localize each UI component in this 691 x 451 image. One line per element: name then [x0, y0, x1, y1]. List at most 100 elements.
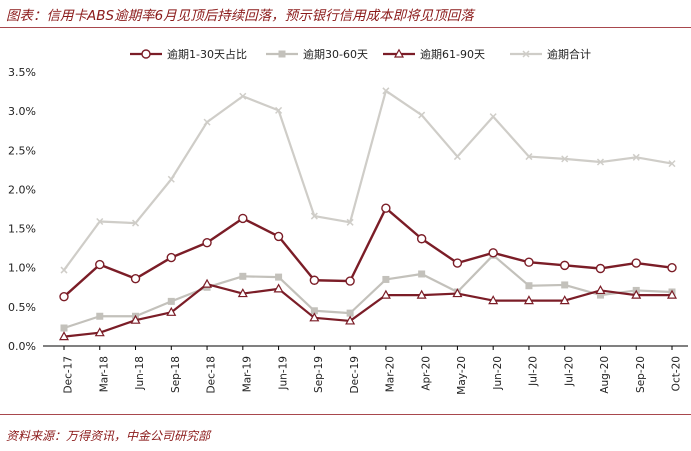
y-tick-label: 1.5% — [8, 223, 36, 236]
line-chart: 逾期1-30天占比 逾期30-60天 逾期61-90天 逾期合计 0.0% 0.5% 1.… — [8, 47, 688, 395]
data-point — [525, 153, 533, 161]
data-point — [382, 87, 390, 95]
x-tick-label: Dec-18 — [206, 356, 218, 393]
x-tick-label: Dec-17 — [63, 356, 75, 393]
data-point — [596, 158, 605, 166]
data-point — [275, 273, 283, 281]
legend-item: 逾期合计 — [510, 47, 591, 61]
series-line — [63, 207, 673, 298]
x-tick-label: Sep-18 — [170, 356, 182, 393]
chart-title: 图表：信用卡ABS逾期率6月见顶后持续回落，预示银行信用成本即将见顶回落 — [6, 8, 474, 24]
series-2 — [60, 251, 676, 332]
data-point — [452, 288, 463, 298]
legend-item: 逾期1-30天占比 — [130, 47, 247, 61]
data-point — [667, 263, 677, 273]
x-tick-label: Aug-20 — [599, 356, 611, 394]
series-line — [63, 283, 672, 338]
legend-label: 逾期30-60天 — [303, 47, 368, 61]
data-point — [666, 289, 678, 299]
data-point — [559, 295, 570, 305]
x-tick-label: Jun-18 — [134, 356, 146, 391]
x-tick-label: May-20 — [456, 356, 468, 395]
series-line — [63, 254, 673, 330]
data-point — [418, 111, 426, 119]
x-tick-label: Jul-20 — [563, 356, 575, 387]
data-point — [631, 258, 641, 268]
data-point — [131, 219, 140, 227]
legend-label: 逾期61-90天 — [420, 47, 485, 61]
data-point — [94, 327, 105, 337]
data-point — [239, 272, 247, 280]
data-point — [525, 282, 533, 290]
data-point — [273, 283, 284, 293]
legend-label: 逾期合计 — [547, 47, 591, 61]
series-3 — [58, 278, 678, 341]
y-tick-label: 1.0% — [8, 262, 36, 275]
legend-label: 逾期1-30天占比 — [167, 47, 247, 61]
data-point — [416, 234, 427, 244]
legend-marker — [393, 48, 405, 58]
data-point — [346, 218, 354, 226]
data-point — [523, 295, 534, 305]
series-line — [63, 89, 673, 271]
data-point — [382, 275, 390, 283]
data-point — [95, 259, 105, 270]
data-point — [309, 275, 320, 285]
data-point — [488, 295, 499, 305]
chart-series — [58, 87, 678, 341]
data-point — [560, 260, 570, 271]
legend-marker — [141, 49, 151, 59]
x-tick-label: Mar-20 — [385, 356, 397, 392]
x-tick-label: Dec-19 — [349, 356, 361, 393]
data-point — [595, 263, 606, 274]
x-tick-label: Oct-20 — [671, 356, 683, 391]
bottom-divider — [0, 414, 691, 415]
series-1 — [59, 203, 677, 302]
data-point — [561, 155, 569, 163]
y-tick-label: 2.0% — [8, 183, 36, 196]
data-point — [202, 237, 212, 248]
data-point — [595, 284, 606, 295]
data-point — [273, 231, 284, 242]
x-tick-label: Jun-20 — [492, 356, 504, 391]
data-point — [418, 270, 426, 278]
legend-item: 逾期30-60天 — [266, 47, 368, 61]
data-point — [380, 289, 391, 299]
data-point — [346, 309, 354, 317]
data-point — [632, 153, 640, 161]
data-point — [416, 289, 427, 299]
data-point — [166, 306, 177, 316]
x-tick-label: Jul-20 — [528, 356, 540, 387]
data-point — [310, 307, 318, 315]
data-point — [202, 278, 213, 288]
data-point — [345, 315, 356, 325]
data-point — [60, 266, 68, 274]
data-point — [596, 291, 604, 299]
y-tick-label: 0.0% — [8, 340, 36, 353]
data-point — [668, 160, 676, 168]
data-point — [237, 288, 248, 298]
chart-legend: 逾期1-30天占比 逾期30-60天 逾期61-90天 逾期合计 — [130, 47, 591, 61]
legend-marker — [522, 50, 530, 58]
data-point — [167, 175, 175, 183]
data-point — [452, 258, 463, 268]
y-tick-label: 3.5% — [8, 66, 36, 79]
y-tick-label: 2.5% — [8, 144, 36, 157]
data-point — [166, 252, 176, 263]
series-4 — [60, 87, 676, 274]
data-point — [238, 213, 248, 224]
data-point — [631, 289, 642, 299]
data-point — [275, 106, 283, 114]
data-point — [453, 153, 461, 161]
data-point — [130, 273, 141, 284]
data-point — [561, 281, 569, 289]
x-tick-label: Mar-19 — [241, 356, 253, 392]
data-point — [310, 212, 318, 220]
source-note: 资料来源：万得资讯，中金公司研究部 — [6, 429, 211, 443]
data-point — [96, 312, 104, 320]
legend-item: 逾期61-90天 — [383, 47, 485, 61]
data-point — [309, 312, 320, 322]
data-point — [60, 324, 68, 332]
data-point — [489, 113, 497, 121]
data-point — [345, 276, 355, 286]
